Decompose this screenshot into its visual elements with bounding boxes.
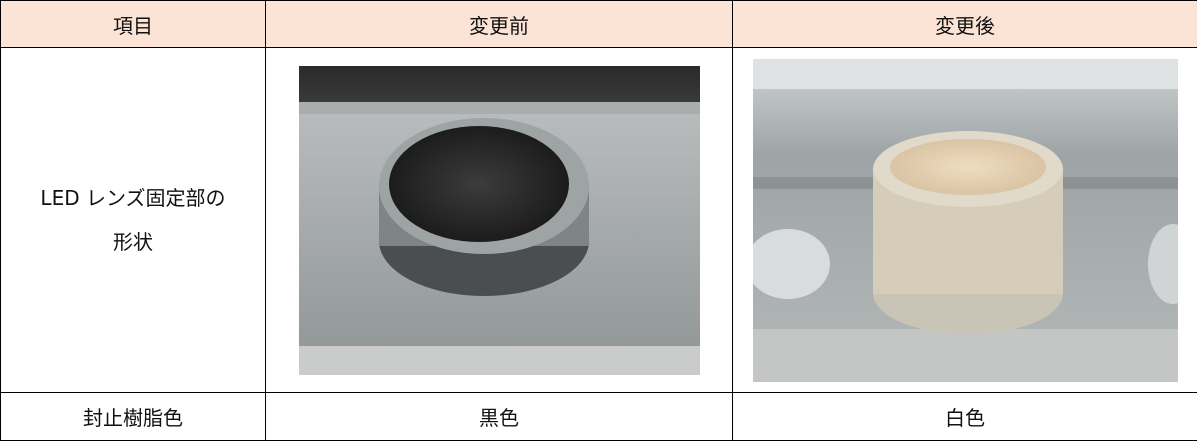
photo-before [298,65,700,375]
header-cell: 変更後 [732,0,1197,48]
row-label: 封止樹脂色 [0,392,266,441]
header-cell: 項目 [0,0,266,48]
row-label-text: LED レンズ固定部の形状 [40,186,226,254]
photo-row: LED レンズ固定部の形状 [0,47,1197,393]
header-row: 項目 変更前 変更後 [0,0,1197,48]
header-cell: 変更前 [265,0,733,48]
color-row: 封止樹脂色 黒色 白色 [0,392,1197,441]
row-label: LED レンズ固定部の形状 [0,47,266,393]
photo-cell [265,47,733,393]
cell: 黒色 [265,392,733,441]
photo-after [752,58,1178,382]
cell: 白色 [732,392,1197,441]
photo-cell [732,47,1197,393]
